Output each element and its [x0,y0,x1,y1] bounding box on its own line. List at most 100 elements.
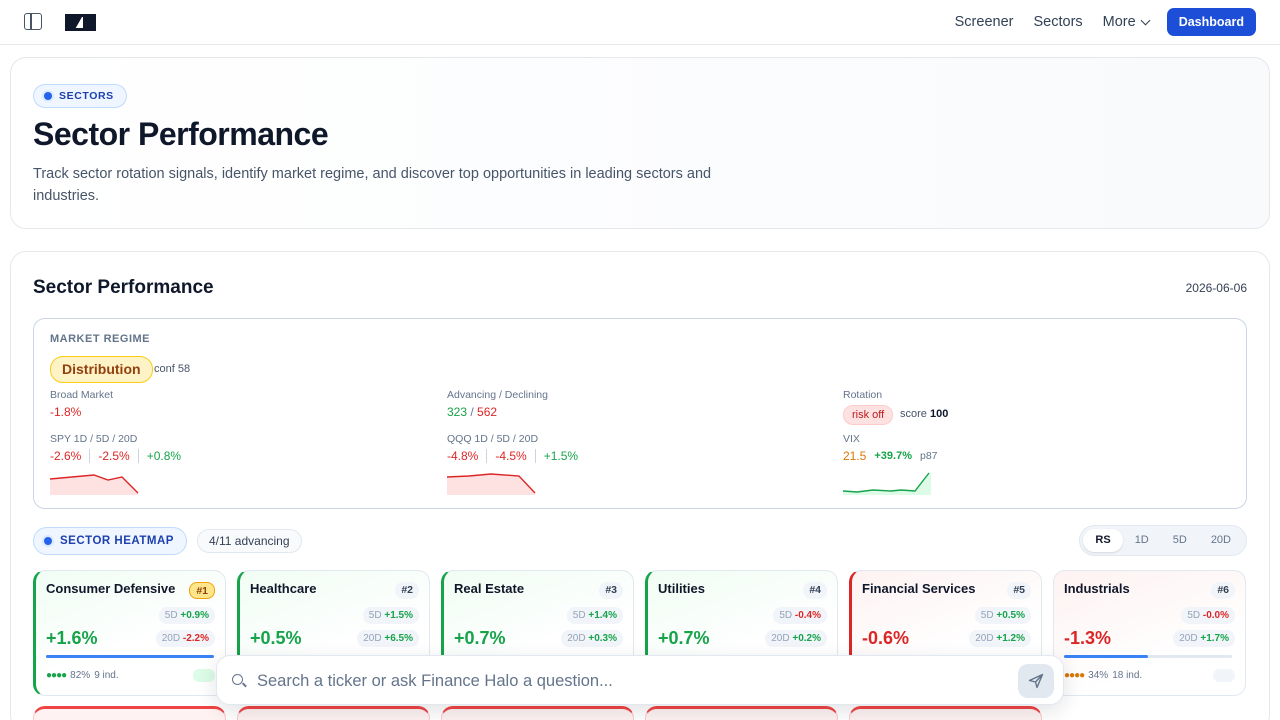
dot-icon [44,92,52,100]
rotation-badge: risk off [843,405,894,425]
sector-5d: 5D -0.0% [1181,607,1235,624]
dashboard-button[interactable]: Dashboard [1166,8,1256,36]
vix-value: 21.5 [843,449,867,463]
adv-dec-value: 323 / 562 [447,405,498,419]
spy-20d: +0.8% [146,449,182,463]
advancing-declining-column: Advancing / Declining 323 / 562 QQQ 1D /… [447,389,837,507]
broad-market-label: Broad Market [50,389,114,401]
spy-values: -2.6% -2.5% +0.8% [50,449,181,463]
sector-name: Consumer Defensive [46,581,176,596]
search-input[interactable] [257,668,997,694]
spy-1d: -2.6% [50,449,82,463]
rotation-score: score 100 [900,408,949,420]
qqq-5d: -4.5% [495,449,527,463]
search-icon [232,674,243,685]
sector-change: +0.7% [658,628,710,648]
sector-5d: 5D +0.5% [974,607,1031,624]
sector-name: Real Estate [454,581,525,596]
sector-strength-bar [46,655,214,658]
sector-change: +1.6% [46,628,98,648]
regime-confidence: conf 58 [154,363,191,375]
nav-link-sectors[interactable]: Sectors [1033,14,1083,30]
tab-rs[interactable]: RS [1083,529,1123,552]
sector-5d: 5D +0.9% [158,607,215,624]
broad-market-value: -1.8% [50,405,82,419]
chevron-down-icon [1140,15,1151,25]
section-title: Sector Performance [33,277,214,298]
dot-icon [44,537,52,545]
sector-change: -1.3% [1064,628,1112,648]
sector-heatmap-label: SECTOR HEATMAP [60,535,174,547]
vix-sparkline [843,472,931,495]
market-regime-panel: MARKET REGIME Distribution conf 58 Broad… [33,318,1247,509]
sector-rank: #4 [803,582,827,599]
sector-card-row2[interactable] [33,706,226,720]
search-bar [216,655,1064,705]
sector-footer: ●●●● 34% 18 ind. [1064,670,1143,681]
sector-card-row2[interactable] [441,706,634,720]
trend-icon[interactable] [1213,669,1235,682]
hero-card: SECTORS Sector Performance Track sector … [10,57,1270,229]
qqq-sparkline [447,473,536,495]
sector-name: Industrials [1064,581,1130,596]
sector-performance-card: Sector Performance 2026-06-06 MARKET REG… [10,251,1270,720]
nav-more-label: More [1102,14,1136,30]
sector-card-row2[interactable] [849,706,1042,720]
sectors-pill-label: SECTORS [59,90,114,102]
nav-links: Screener Sectors More Dashboard [955,8,1256,36]
sector-heatmap-pill: SECTOR HEATMAP [33,527,187,555]
sector-20d: 20D +1.2% [969,630,1031,647]
logo[interactable] [65,14,96,31]
regime-badge: Distribution [50,356,153,383]
as-of-date: 2026-06-06 [1185,281,1247,295]
sector-change: -0.6% [862,628,910,648]
vix-change: +39.7% [874,450,912,462]
rotation-column: Rotation risk off score 100 VIX 21.5 +39… [843,389,1233,507]
sector-card-row2[interactable] [645,706,838,720]
trend-icon[interactable] [193,669,215,682]
sector-20d: 20D +1.7% [1173,630,1235,647]
heatmap-metric-tabs: RS 1D 5D 20D [1079,525,1247,556]
regime-label: MARKET REGIME [50,333,150,345]
spy-sparkline [50,474,139,495]
sector-5d: 5D -0.4% [773,607,827,624]
qqq-1d: -4.8% [447,449,479,463]
advancing-count-badge: 4/11 advancing [197,529,302,553]
sectors-pill: SECTORS [33,84,127,108]
tab-20d[interactable]: 20D [1210,534,1231,546]
qqq-values: -4.8% -4.5% +1.5% [447,449,578,463]
page-title: Sector Performance [33,116,329,152]
spy-5d: -2.5% [98,449,130,463]
qqq-20d: +1.5% [543,449,579,463]
qqq-label: QQQ 1D / 5D / 20D [447,433,539,445]
nav-more-dropdown[interactable]: More [1102,14,1151,30]
nav-link-screener[interactable]: Screener [954,14,1014,30]
page-subtitle: Track sector rotation signals, identify … [33,166,712,204]
sector-5d: 5D +1.5% [362,607,419,624]
tab-1d[interactable]: 1D [1134,534,1149,546]
rotation-label: Rotation [843,389,883,401]
sector-rank: #3 [599,582,623,599]
vix-label: VIX [843,433,860,445]
adv-dec-label: Advancing / Declining [447,389,548,401]
top-nav: Screener Sectors More Dashboard [0,0,1280,45]
sector-strength-bar [1064,655,1232,658]
spy-label: SPY 1D / 5D / 20D [50,433,138,445]
sector-20d: 20D +0.2% [765,630,827,647]
sector-rank: #1 [189,582,215,599]
sector-name: Healthcare [250,581,317,596]
tab-5d[interactable]: 5D [1172,534,1187,546]
sector-card[interactable]: Industrials #6 5D -0.0% 20D +1.7% -1.3% ●●●● 3… [1053,570,1246,696]
sector-rank: #6 [1211,582,1235,599]
vix-percentile: p87 [919,450,938,462]
sector-rank: #2 [395,582,419,599]
sector-20d: 20D +6.5% [357,630,419,647]
sector-5d: 5D +1.4% [566,607,623,624]
send-button[interactable] [1018,664,1054,698]
sidebar-toggle-icon[interactable] [24,13,42,30]
sector-20d: 20D -2.2% [155,630,215,647]
sector-card-row2[interactable] [237,706,430,720]
sector-card[interactable]: Consumer Defensive #1 5D +0.9% 20D -2.2% +1.… [33,570,226,696]
sector-change: +0.5% [250,628,302,648]
sector-name: Utilities [658,581,705,596]
